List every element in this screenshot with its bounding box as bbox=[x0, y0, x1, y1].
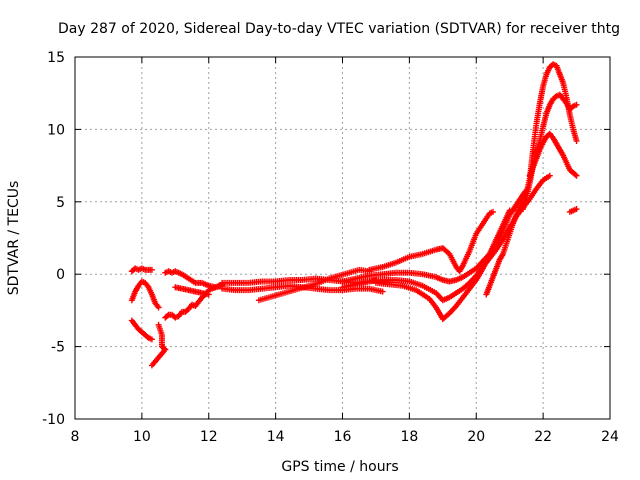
series-track-n bbox=[366, 208, 496, 275]
x-tick-label: 16 bbox=[334, 429, 352, 445]
data-point bbox=[572, 171, 579, 178]
series-track-g bbox=[172, 284, 212, 298]
data-point bbox=[546, 172, 553, 179]
x-axis-label: GPS time / hours bbox=[281, 459, 398, 475]
y-tick-label: 10 bbox=[47, 122, 65, 138]
data-point bbox=[489, 208, 496, 215]
data-point bbox=[573, 206, 580, 213]
x-tick-label: 20 bbox=[467, 429, 485, 445]
series-track-f bbox=[148, 321, 169, 369]
data-point bbox=[506, 207, 513, 214]
y-tick-label: -5 bbox=[51, 340, 65, 356]
series-track-m bbox=[372, 207, 513, 323]
data-point bbox=[148, 336, 155, 343]
x-tick-label: 24 bbox=[601, 429, 619, 445]
y-axis-label: SDTVAR / TECUs bbox=[6, 181, 22, 296]
data-point bbox=[205, 291, 212, 298]
data-point bbox=[164, 312, 171, 319]
series-track-r bbox=[566, 206, 580, 215]
tick-labels: 8 10 12 14 16 18 20 22 24 -10 -5 0 5 10 15 bbox=[42, 50, 619, 445]
data-point bbox=[155, 304, 162, 311]
x-tick-label: 22 bbox=[534, 429, 552, 445]
y-tick-label: 15 bbox=[47, 50, 65, 66]
y-tick-label: 5 bbox=[56, 195, 65, 211]
data-point bbox=[148, 362, 155, 369]
data-point bbox=[379, 288, 386, 295]
series-track-a bbox=[128, 317, 155, 343]
data-points bbox=[128, 61, 580, 369]
plot-frame bbox=[74, 56, 611, 420]
data-point bbox=[573, 101, 580, 108]
series-track-e bbox=[162, 282, 226, 321]
data-point bbox=[573, 172, 580, 179]
data-point bbox=[148, 266, 155, 273]
series-track-q bbox=[526, 130, 580, 179]
x-tick-label: 14 bbox=[267, 429, 285, 445]
y-tick-label: 0 bbox=[56, 267, 65, 283]
series-track-c bbox=[128, 265, 155, 275]
x-tick-label: 10 bbox=[133, 429, 151, 445]
series-track-p bbox=[520, 91, 580, 213]
x-tick-label: 12 bbox=[200, 429, 218, 445]
chart-title: Day 287 of 2020, Sidereal Day-to-day VTE… bbox=[58, 21, 620, 37]
x-tick-label: 18 bbox=[400, 429, 418, 445]
x-tick-label: 8 bbox=[71, 429, 80, 445]
y-tick-label: -10 bbox=[42, 412, 65, 428]
series-track-b bbox=[128, 278, 162, 311]
data-point bbox=[573, 137, 580, 144]
series-track-k bbox=[339, 187, 530, 285]
series-track-j bbox=[255, 266, 373, 304]
